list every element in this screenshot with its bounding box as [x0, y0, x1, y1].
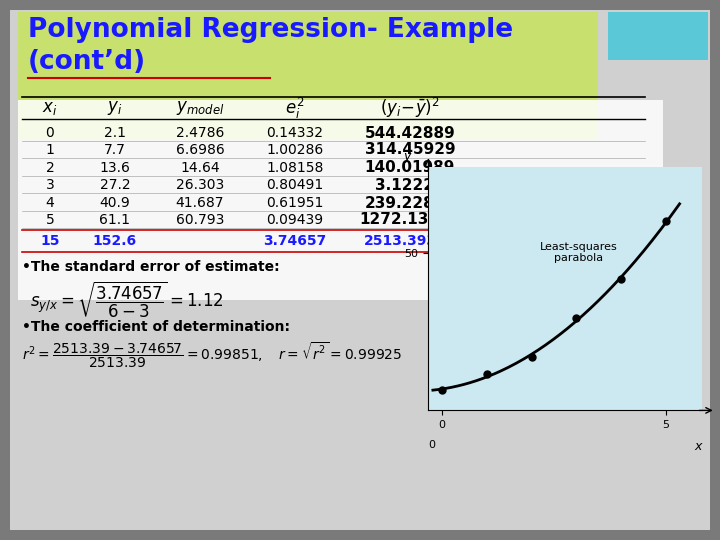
- Text: 1: 1: [45, 143, 55, 157]
- Text: 15: 15: [40, 234, 60, 248]
- Text: 3: 3: [45, 178, 55, 192]
- Text: $s_{y/x} = \sqrt{\dfrac{3.74657}{6-3}} = 1.12$: $s_{y/x} = \sqrt{\dfrac{3.74657}{6-3}} =…: [30, 280, 224, 320]
- Text: 6.6986: 6.6986: [176, 143, 225, 157]
- Text: 2.1: 2.1: [104, 126, 126, 140]
- Text: 7.7: 7.7: [104, 143, 126, 157]
- Text: 5: 5: [45, 213, 55, 227]
- Text: (cont’d): (cont’d): [28, 49, 146, 75]
- Text: 314.45929: 314.45929: [365, 143, 455, 158]
- Text: $r^2 = \dfrac{2513.39 - 3.74657}{2513.39} = 0.99851, \quad r = \sqrt{r^2} = 0.99: $r^2 = \dfrac{2513.39 - 3.74657}{2513.39…: [22, 340, 402, 370]
- Text: •The standard error of estimate:: •The standard error of estimate:: [22, 260, 279, 274]
- FancyBboxPatch shape: [608, 12, 708, 60]
- Text: 2513.39333: 2513.39333: [364, 234, 456, 248]
- Text: 40.9: 40.9: [99, 196, 130, 210]
- Text: 140.01989: 140.01989: [365, 160, 455, 176]
- Text: y: y: [402, 150, 410, 163]
- FancyBboxPatch shape: [18, 12, 598, 140]
- Text: 0.09439: 0.09439: [266, 213, 323, 227]
- Text: 0: 0: [45, 126, 55, 140]
- Text: 0.14332: 0.14332: [266, 126, 323, 140]
- Text: 0: 0: [428, 440, 436, 450]
- Text: $(y_i\!-\!\bar{y})^2$: $(y_i\!-\!\bar{y})^2$: [380, 96, 440, 120]
- Text: 60.793: 60.793: [176, 213, 224, 227]
- Text: 13.6: 13.6: [99, 161, 130, 175]
- Text: 4: 4: [45, 196, 55, 210]
- Text: 2.4786: 2.4786: [176, 126, 224, 140]
- Text: 3.74657: 3.74657: [264, 234, 327, 248]
- Text: $y_i$: $y_i$: [107, 99, 122, 117]
- Text: 0.80491: 0.80491: [266, 178, 323, 192]
- Text: 0.61951: 0.61951: [266, 196, 324, 210]
- Text: 239.22809: 239.22809: [364, 195, 456, 211]
- Text: 2: 2: [45, 161, 55, 175]
- Text: 41.687: 41.687: [176, 196, 224, 210]
- Text: 27.2: 27.2: [99, 178, 130, 192]
- Text: Least-squares
parabola: Least-squares parabola: [540, 242, 618, 264]
- FancyBboxPatch shape: [10, 10, 710, 530]
- Text: 152.6: 152.6: [93, 234, 137, 248]
- Text: Polynomial Regression- Example: Polynomial Regression- Example: [28, 17, 513, 43]
- Text: x: x: [695, 440, 702, 453]
- Text: 1272.13489: 1272.13489: [359, 213, 461, 227]
- Text: 1.08158: 1.08158: [266, 161, 324, 175]
- Text: 26.303: 26.303: [176, 178, 224, 192]
- Text: 1.00286: 1.00286: [266, 143, 323, 157]
- Text: $e_i^2$: $e_i^2$: [285, 96, 305, 120]
- FancyBboxPatch shape: [18, 100, 663, 300]
- Text: 544.42889: 544.42889: [364, 125, 455, 140]
- Text: 3.12229: 3.12229: [375, 178, 445, 192]
- Text: 61.1: 61.1: [99, 213, 130, 227]
- Text: $y_{model}$: $y_{model}$: [176, 99, 224, 117]
- Text: $x_i$: $x_i$: [42, 99, 58, 117]
- Text: •The coefficient of determination:: •The coefficient of determination:: [22, 320, 290, 334]
- Text: 14.64: 14.64: [180, 161, 220, 175]
